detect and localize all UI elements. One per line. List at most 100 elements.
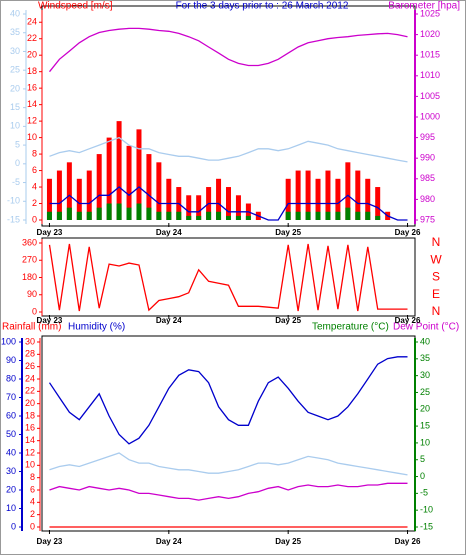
bar bbox=[86, 170, 92, 220]
bar bbox=[365, 178, 371, 220]
y-tick-label: 1015 bbox=[420, 50, 440, 60]
bar bbox=[305, 211, 311, 220]
x-tick-label: Day 25 bbox=[275, 228, 301, 237]
bar bbox=[295, 170, 301, 220]
bar bbox=[235, 215, 241, 220]
y-tick-label: 35 bbox=[420, 353, 430, 363]
y-tick-label: 10 bbox=[6, 503, 16, 513]
y-tick-label: 4 bbox=[32, 181, 37, 191]
bar bbox=[345, 162, 351, 220]
y-tick-label: 50 bbox=[6, 429, 16, 439]
y-tick-label: 40 bbox=[6, 447, 16, 457]
bar bbox=[46, 178, 52, 220]
y-tick-label: 16 bbox=[27, 83, 37, 93]
bar bbox=[126, 145, 132, 220]
bar bbox=[216, 211, 222, 220]
bar bbox=[46, 211, 52, 220]
y-tick-label: 1020 bbox=[420, 29, 440, 39]
bar bbox=[325, 170, 331, 220]
bar bbox=[116, 121, 122, 220]
bar bbox=[146, 154, 152, 220]
axis-title: Windspeed [m/s] bbox=[38, 1, 113, 12]
bar bbox=[285, 178, 291, 220]
y-tick-label: 40 bbox=[420, 336, 430, 346]
y-tick-label: 16 bbox=[25, 423, 35, 433]
y-tick-label: 80 bbox=[6, 373, 16, 383]
y-tick-label: 26 bbox=[25, 361, 35, 371]
y-tick-label: 5 bbox=[15, 139, 20, 149]
bar bbox=[156, 211, 162, 220]
y-tick-label: 10 bbox=[420, 437, 430, 447]
y-tick-label: 980 bbox=[420, 194, 435, 204]
bar bbox=[86, 211, 92, 220]
y-tick-label: 35 bbox=[10, 27, 20, 37]
compass-label: N bbox=[432, 304, 441, 318]
y-tick-label: 24 bbox=[27, 17, 37, 27]
y-tick-label: 20 bbox=[27, 50, 37, 60]
bar bbox=[136, 129, 142, 220]
y-tick-label: 100 bbox=[1, 336, 16, 346]
bar bbox=[355, 211, 361, 220]
bar bbox=[56, 170, 62, 220]
y-tick-label: 20 bbox=[10, 83, 20, 93]
y-tick-label: 270 bbox=[22, 255, 37, 265]
y-tick-label: 6 bbox=[30, 484, 35, 494]
y-tick-label: 20 bbox=[6, 484, 16, 494]
compass-label: S bbox=[432, 270, 440, 284]
y-tick-label: 0 bbox=[30, 521, 35, 531]
y-tick-label: -10 bbox=[420, 505, 433, 515]
x-tick-label: Day 23 bbox=[37, 316, 63, 325]
bar bbox=[226, 215, 231, 220]
bar bbox=[66, 207, 72, 220]
y-tick-label: 70 bbox=[6, 392, 16, 402]
axis-title: Humidity (%) bbox=[68, 322, 125, 333]
x-tick-label: Day 26 bbox=[395, 228, 421, 237]
x-tick-label: Day 26 bbox=[395, 537, 421, 546]
bar bbox=[226, 187, 231, 220]
y-tick-label: 10 bbox=[10, 121, 20, 131]
y-tick-label: 180 bbox=[22, 272, 37, 282]
bar bbox=[325, 211, 331, 220]
y-tick-label: 18 bbox=[25, 410, 35, 420]
x-tick-label: Day 23 bbox=[37, 228, 63, 237]
bar bbox=[176, 211, 182, 220]
bar bbox=[96, 207, 102, 220]
data-line bbox=[49, 482, 408, 501]
axis-title: Barometer [hpa] bbox=[388, 1, 460, 12]
y-tick-label: 15 bbox=[420, 420, 430, 430]
x-tick-label: Day 26 bbox=[395, 316, 421, 325]
y-tick-label: 8 bbox=[30, 472, 35, 482]
bar bbox=[375, 215, 381, 220]
x-tick-label: Day 24 bbox=[156, 316, 182, 325]
data-line bbox=[48, 243, 408, 312]
bar bbox=[136, 203, 142, 220]
chart-title: For the 3 days prior to : 26 March 2012 bbox=[176, 1, 349, 12]
y-tick-label: 25 bbox=[420, 387, 430, 397]
y-tick-label: 18 bbox=[27, 66, 37, 76]
x-tick-label: Day 24 bbox=[156, 228, 182, 237]
axis-title: Dew Point (°C) bbox=[393, 322, 459, 333]
y-tick-label: 14 bbox=[27, 99, 37, 109]
x-tick-label: Day 23 bbox=[37, 537, 63, 546]
y-tick-label: 22 bbox=[27, 33, 37, 43]
bar bbox=[166, 178, 172, 220]
bar bbox=[285, 211, 291, 220]
data-line bbox=[49, 186, 408, 221]
bar bbox=[305, 170, 311, 220]
y-tick-label: 40 bbox=[10, 8, 20, 18]
bar bbox=[335, 211, 341, 220]
bar bbox=[345, 207, 351, 220]
data-line bbox=[48, 27, 408, 73]
bar bbox=[355, 170, 361, 220]
y-tick-label: 0 bbox=[32, 214, 37, 224]
y-tick-label: 0 bbox=[11, 521, 16, 531]
bar bbox=[235, 195, 241, 220]
bar bbox=[295, 211, 301, 220]
y-tick-label: 15 bbox=[10, 102, 20, 112]
y-tick-label: 1025 bbox=[420, 8, 440, 18]
bar bbox=[206, 211, 212, 220]
data-line bbox=[49, 452, 408, 476]
compass-label: E bbox=[432, 287, 440, 301]
